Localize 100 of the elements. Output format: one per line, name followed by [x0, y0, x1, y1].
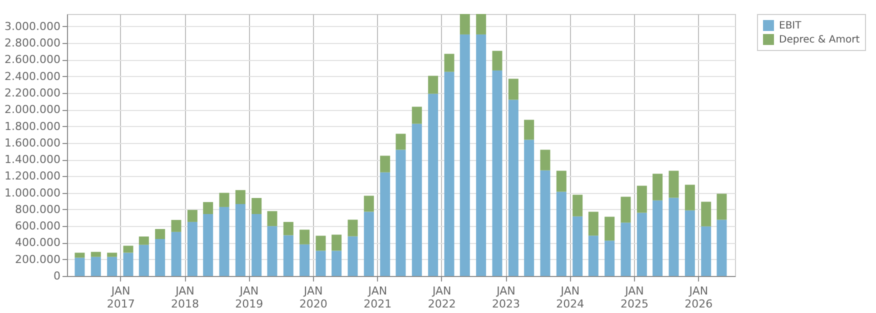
bar — [716, 194, 727, 220]
bar — [187, 210, 198, 222]
bar — [668, 198, 679, 276]
y-tick-label: 200.000 — [15, 252, 60, 266]
bar — [620, 196, 631, 223]
bar — [476, 34, 486, 276]
bar — [556, 170, 566, 192]
x-tick-label: JAN 2025 — [620, 284, 649, 310]
y-tick-label: 3.000.000 — [4, 20, 60, 33]
bar — [604, 240, 615, 276]
bar — [364, 196, 374, 212]
bar — [508, 100, 518, 276]
bar — [428, 76, 438, 94]
bar — [716, 220, 727, 276]
bar — [267, 226, 278, 276]
bar — [524, 140, 534, 276]
bar — [524, 120, 534, 140]
x-tick-label: JAN 2023 — [492, 284, 520, 310]
bar — [476, 14, 486, 34]
bar — [348, 220, 358, 236]
x-tick-label: JAN 2021 — [364, 284, 392, 310]
bar — [332, 234, 342, 251]
bar — [668, 170, 679, 198]
legend-label: EBIT — [779, 20, 802, 32]
x-tick-label: JAN 2026 — [684, 284, 713, 310]
bar — [74, 258, 85, 276]
bar — [155, 238, 166, 276]
bar — [235, 204, 246, 276]
bar — [604, 216, 615, 241]
x-tick-label: JAN 2020 — [299, 284, 328, 310]
bar — [428, 94, 438, 276]
bar — [171, 232, 182, 276]
bar — [138, 244, 149, 276]
bar — [444, 54, 454, 72]
bar — [508, 78, 518, 100]
bar — [572, 194, 583, 216]
bar — [364, 212, 374, 276]
y-tick-label: 2.600.000 — [4, 53, 60, 66]
bar — [460, 14, 470, 34]
bar — [652, 174, 663, 200]
bar — [171, 220, 182, 232]
y-tick-label: 600.000 — [15, 220, 60, 233]
bar — [540, 150, 550, 170]
bar — [107, 252, 118, 257]
bar — [203, 202, 214, 214]
bar — [444, 72, 454, 276]
bar — [90, 256, 101, 276]
y-tick-label: 2.000.000 — [4, 103, 60, 116]
bar — [252, 198, 262, 214]
bar — [123, 252, 134, 276]
y-tick-label: 0 — [54, 270, 60, 282]
bar — [636, 212, 647, 276]
bar — [316, 236, 326, 251]
x-tick-label: JAN 2018 — [171, 284, 200, 310]
bar — [572, 216, 583, 276]
y-tick-label: 1.200.000 — [4, 170, 60, 183]
bar — [187, 222, 198, 276]
y-tick-label: 1.400.000 — [4, 153, 60, 166]
bar — [492, 70, 502, 276]
bar — [540, 170, 550, 276]
bar — [219, 192, 230, 207]
bar — [588, 236, 598, 276]
bar — [138, 236, 149, 245]
bar — [107, 256, 118, 276]
x-tick-label: JAN 2019 — [235, 284, 264, 310]
bar — [316, 250, 326, 276]
bar — [652, 200, 663, 276]
bar — [684, 184, 695, 210]
y-tick-label: 2.800.000 — [4, 36, 60, 50]
bar — [684, 210, 695, 276]
y-tick-label: 400.000 — [15, 236, 60, 250]
y-tick-label: 1.600.000 — [4, 136, 60, 150]
x-tick-label: JAN 2024 — [556, 284, 584, 310]
bar — [300, 230, 310, 244]
y-tick-label: 1.800.000 — [4, 120, 60, 133]
bar — [123, 246, 134, 253]
bar — [283, 222, 294, 236]
legend-label: Deprec & Amort — [779, 34, 860, 46]
bar — [267, 211, 278, 226]
y-tick-label: 1.000.000 — [4, 186, 60, 200]
bar — [155, 229, 166, 239]
y-tick-label: 800.000 — [15, 202, 60, 216]
bar — [636, 186, 647, 213]
bar — [380, 172, 390, 276]
bar — [460, 34, 470, 276]
bar — [556, 192, 566, 276]
bar — [90, 252, 101, 257]
bar — [252, 214, 262, 276]
bar — [396, 150, 406, 276]
bar — [701, 226, 712, 276]
bar — [380, 156, 390, 172]
y-tick-label: 2.400.000 — [4, 70, 60, 83]
bar — [203, 214, 214, 276]
bar — [412, 106, 422, 124]
bar — [701, 202, 712, 226]
x-tick-label: JAN 2017 — [106, 284, 135, 310]
bar — [283, 235, 294, 276]
y-tick-label: 2.200.000 — [4, 86, 60, 100]
x-tick-label: JAN 2022 — [428, 284, 456, 310]
bar — [620, 222, 631, 276]
